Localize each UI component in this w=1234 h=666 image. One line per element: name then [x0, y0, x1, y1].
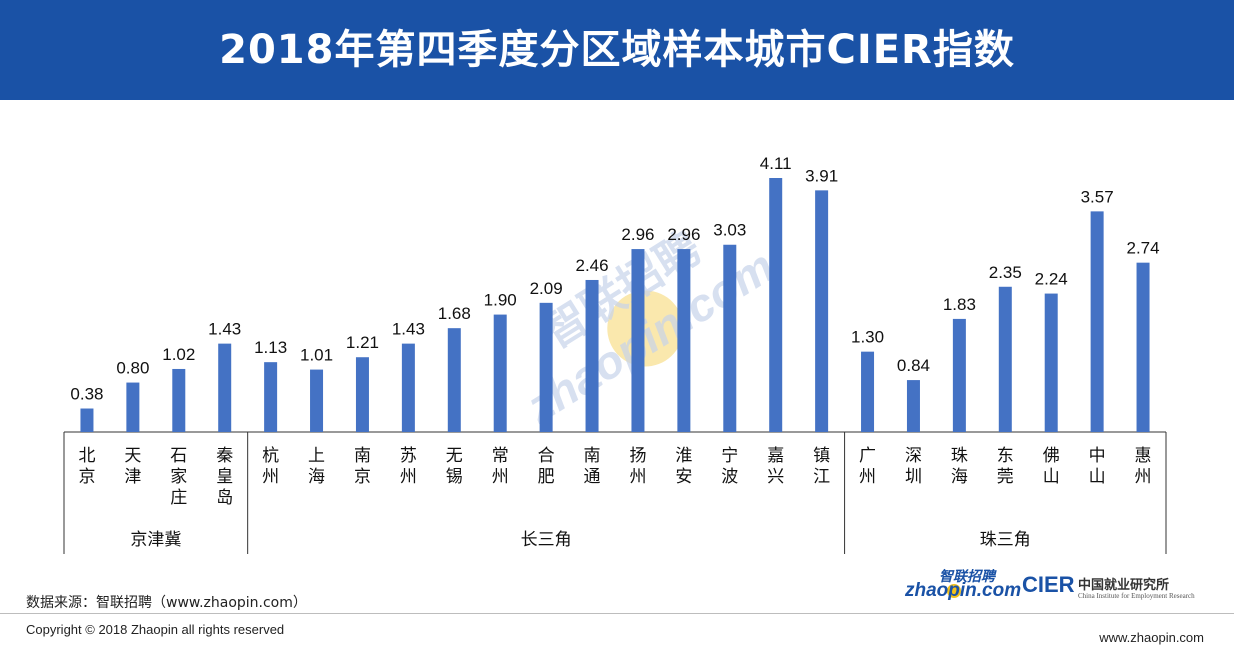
category-label: 佛山 — [1043, 446, 1060, 487]
data-label: 2.09 — [530, 279, 563, 298]
data-label: 2.46 — [575, 256, 608, 275]
bar — [1044, 293, 1058, 432]
zhaopin-logo-en: zhaopin.com — [905, 580, 1022, 601]
category-label: 常州 — [492, 446, 509, 487]
data-label: 1.83 — [943, 295, 976, 314]
category-label: 杭州 — [262, 446, 279, 487]
data-label: 2.35 — [989, 263, 1022, 282]
data-label: 2.96 — [621, 225, 654, 244]
bar — [401, 343, 415, 432]
title-banner: 2018年第四季度分区域样本城市CIER指数 — [0, 0, 1234, 100]
data-label: 1.21 — [346, 333, 379, 352]
data-label: 1.13 — [254, 338, 287, 357]
group-label: 京津冀 — [130, 530, 181, 550]
bar — [539, 302, 553, 432]
cier-logo: CIER 中国就业研究所 China Institute for Employm… — [1022, 572, 1212, 606]
bar — [264, 362, 278, 432]
data-label: 4.11 — [760, 154, 792, 173]
bar — [861, 351, 875, 432]
category-label: 广州 — [859, 446, 876, 487]
bar — [126, 382, 140, 432]
category-label: 镇江 — [813, 446, 830, 487]
bar-chart: 智联招聘zhaopin.com0.38北京0.80天津1.02石家庄1.43秦皇… — [63, 154, 1167, 554]
data-label: 2.24 — [1035, 270, 1068, 289]
footer-divider — [0, 613, 1234, 614]
category-label: 惠州 — [1135, 446, 1152, 487]
bar — [631, 249, 645, 432]
cier-logo-text: CIER — [1022, 572, 1075, 597]
bar — [447, 328, 461, 432]
category-label: 苏州 — [400, 446, 417, 487]
data-label: 1.01 — [300, 346, 333, 365]
bar — [1090, 211, 1104, 432]
bar — [218, 343, 232, 432]
bar — [906, 380, 920, 432]
category-label: 东莞 — [997, 446, 1014, 487]
zhaopin-logo: 智联招聘 zhaopin.com — [905, 566, 1021, 602]
data-label: 3.91 — [805, 166, 838, 185]
bar — [80, 408, 94, 432]
category-label: 天津 — [124, 446, 141, 487]
bar — [998, 286, 1012, 432]
data-label: 1.43 — [392, 320, 425, 339]
bar — [723, 244, 737, 432]
data-label: 2.96 — [667, 225, 700, 244]
group-label: 珠三角 — [980, 530, 1031, 550]
bar — [1136, 262, 1150, 432]
category-label: 珠海 — [951, 446, 968, 487]
category-label: 宁波 — [721, 446, 738, 487]
bar — [310, 369, 324, 432]
bar — [355, 357, 369, 432]
cier-logo-en: China Institute for Employment Research — [1078, 592, 1195, 600]
data-source: 数据来源：智联招聘（www.zhaopin.com） — [26, 595, 307, 611]
data-label: 1.43 — [208, 320, 241, 339]
chart-title: 2018年第四季度分区域样本城市CIER指数 — [219, 27, 1015, 73]
data-label: 0.80 — [116, 359, 149, 378]
category-label: 北京 — [78, 446, 95, 487]
category-label: 深圳 — [905, 446, 922, 487]
data-label: 1.90 — [484, 291, 517, 310]
category-label: 无锡 — [446, 446, 463, 487]
bar — [769, 178, 783, 432]
data-label: 1.02 — [162, 345, 195, 364]
category-label: 南通 — [584, 446, 601, 487]
category-label: 淮安 — [675, 446, 692, 487]
data-label: 2.74 — [1126, 239, 1159, 258]
bar — [493, 314, 507, 432]
category-label: 中山 — [1089, 446, 1106, 487]
copyright-text: Copyright © 2018 Zhaopin all rights rese… — [26, 622, 285, 637]
category-label: 秦皇岛 — [216, 446, 233, 508]
website-link[interactable]: www.zhaopin.com — [1099, 630, 1204, 645]
zhaopin-logo-cn: 智联招聘 — [939, 569, 995, 585]
bar — [677, 249, 691, 432]
category-label: 南京 — [354, 446, 371, 487]
bar — [815, 190, 829, 432]
bar — [172, 368, 186, 432]
category-label: 嘉兴 — [767, 446, 784, 487]
bar — [952, 318, 966, 432]
group-label: 长三角 — [521, 530, 572, 550]
category-label: 扬州 — [629, 446, 646, 487]
data-label: 1.30 — [851, 328, 884, 347]
logo-dot-icon — [947, 584, 961, 598]
bar — [585, 279, 599, 432]
cier-logo-cn: 中国就业研究所 — [1078, 578, 1170, 593]
data-label: 1.68 — [438, 304, 471, 323]
data-label: 3.57 — [1081, 187, 1114, 206]
watermark-dot-icon — [607, 290, 684, 367]
category-label: 上海 — [308, 446, 325, 487]
category-label: 合肥 — [538, 446, 555, 487]
data-label: 0.38 — [70, 385, 103, 404]
data-label: 0.84 — [897, 356, 930, 375]
category-label: 石家庄 — [170, 446, 187, 508]
data-label: 3.03 — [713, 221, 746, 240]
